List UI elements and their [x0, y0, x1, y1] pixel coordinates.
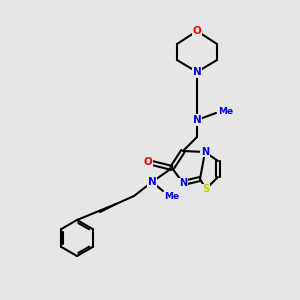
Text: O: O [144, 157, 152, 167]
Text: N: N [193, 67, 201, 77]
Text: O: O [193, 26, 201, 36]
Text: N: N [193, 115, 201, 125]
Text: N: N [179, 178, 187, 188]
Text: Me: Me [164, 192, 179, 201]
Text: N: N [148, 177, 156, 187]
Text: Me: Me [218, 107, 233, 116]
Text: S: S [202, 184, 210, 194]
Text: N: N [201, 147, 209, 157]
